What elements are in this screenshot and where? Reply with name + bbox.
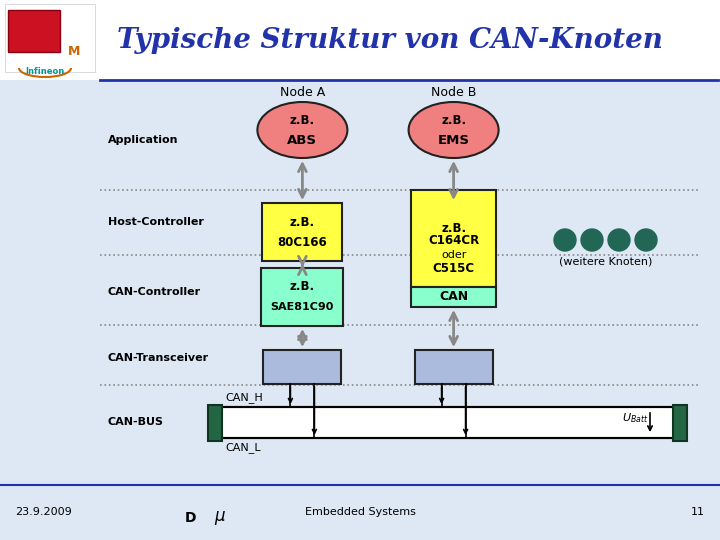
Text: Application: Application <box>108 135 179 145</box>
Text: 80C166: 80C166 <box>277 235 328 248</box>
Bar <box>215 407 680 438</box>
Text: ABS: ABS <box>287 133 318 146</box>
Text: Embedded Systems: Embedded Systems <box>305 507 415 517</box>
Text: Host-Controller: Host-Controller <box>108 217 204 227</box>
Text: Typische Struktur von CAN-Knoten: Typische Struktur von CAN-Knoten <box>117 26 663 53</box>
Bar <box>0 0 720 80</box>
Bar <box>264 350 341 384</box>
Text: (weitere Knoten): (weitere Knoten) <box>559 257 653 267</box>
Bar <box>261 268 343 326</box>
Text: SAE81C90: SAE81C90 <box>271 302 334 312</box>
Text: D: D <box>184 511 196 525</box>
Text: Node B: Node B <box>431 85 477 98</box>
Text: z.B.: z.B. <box>290 114 315 127</box>
Circle shape <box>608 229 630 251</box>
Text: z.B.: z.B. <box>441 222 466 235</box>
Text: CAN_L: CAN_L <box>225 442 261 453</box>
Text: CAN-Controller: CAN-Controller <box>108 287 201 297</box>
Bar <box>208 404 222 441</box>
Circle shape <box>635 229 657 251</box>
Bar <box>415 350 492 384</box>
Bar <box>5 4 95 72</box>
Text: EMS: EMS <box>438 133 469 146</box>
Text: CAN-Transceiver: CAN-Transceiver <box>108 353 209 363</box>
Text: z.B.: z.B. <box>290 215 315 228</box>
Ellipse shape <box>409 102 498 158</box>
Text: z.B.: z.B. <box>441 114 466 127</box>
Bar <box>0 485 720 540</box>
Bar <box>673 404 687 441</box>
Bar <box>0 80 720 490</box>
Text: M: M <box>68 45 81 58</box>
FancyBboxPatch shape <box>8 10 60 52</box>
Circle shape <box>554 229 576 251</box>
Bar <box>411 190 496 287</box>
Text: CAN-BUS: CAN-BUS <box>108 417 164 427</box>
Text: oder: oder <box>441 249 467 260</box>
Text: C164CR: C164CR <box>428 234 480 247</box>
Circle shape <box>581 229 603 251</box>
Text: z.B.: z.B. <box>290 280 315 294</box>
Text: CAN_H: CAN_H <box>225 392 263 403</box>
Ellipse shape <box>258 102 347 158</box>
Text: $\mu$: $\mu$ <box>214 509 226 527</box>
Text: $U_{Batt}$: $U_{Batt}$ <box>621 411 648 426</box>
Text: Infineon: Infineon <box>25 68 65 77</box>
Bar <box>262 203 343 261</box>
Text: 23.9.2009: 23.9.2009 <box>15 507 72 517</box>
Bar <box>411 287 496 307</box>
Text: 11: 11 <box>691 507 705 517</box>
Text: CAN: CAN <box>439 291 468 303</box>
Text: C515C: C515C <box>433 262 474 275</box>
Text: Node A: Node A <box>280 85 325 98</box>
